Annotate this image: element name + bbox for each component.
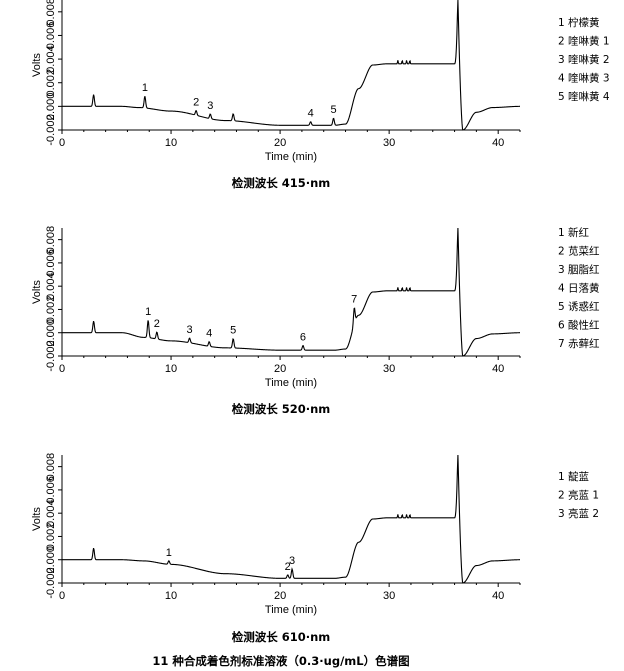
chart3-peak-label-2: 2	[285, 561, 291, 573]
chart2-peak-label-1: 1	[145, 306, 151, 318]
chart3-x-axis-label: Time (min)	[265, 604, 317, 616]
chart3-x-tick-label: 40	[492, 590, 504, 602]
chart1-x-axis-label: Time (min)	[265, 151, 317, 163]
chart2-x-tick-label: 30	[383, 363, 395, 375]
chart1-legend-item-4: 4 喹啉黄 3	[558, 72, 610, 85]
chart1-y-tick-label: -0.002	[45, 114, 57, 145]
chart2-peak-label-3: 3	[187, 324, 193, 336]
chart1-legend-item-3: 3 喹啉黄 2	[558, 53, 610, 66]
chart1-title: 检测波长 415·nm	[232, 176, 331, 190]
chart2-legend-item-6: 6 酸性红	[558, 319, 600, 332]
chart2-x-axis-label: Time (min)	[265, 377, 317, 389]
chart2-x-tick-label: 40	[492, 363, 504, 375]
chart2-y-tick-label: 0.000	[45, 319, 57, 347]
chart2-y-tick-label: 0.008	[45, 226, 57, 254]
chart1-x-tick-label: 10	[165, 137, 177, 149]
chart2-x-tick-label: 0	[59, 363, 65, 375]
chart1-trace-line	[62, 0, 520, 131]
chart2-legend-item-4: 4 日落黄	[558, 282, 600, 295]
chart2-legend-item-2: 2 苋菜红	[558, 245, 600, 258]
chart3-y-tick-label: 0.004	[45, 499, 57, 527]
chart2-legend-item-3: 3 胭脂红	[558, 263, 600, 276]
chart3-x-tick-label: 10	[165, 590, 177, 602]
chart3-y-tick-label: 0.002	[45, 523, 57, 551]
chart2-x-tick-label: 10	[165, 363, 177, 375]
chart1-legend-item-2: 2 喹啉黄 1	[558, 35, 610, 48]
chart2-title: 检测波长 520·nm	[232, 402, 331, 416]
chart2-peak-label-4: 4	[206, 328, 212, 340]
chart2-y-tick-label: 0.004	[45, 272, 57, 300]
chart1-x-tick-label: 0	[59, 137, 65, 149]
chart3-x-tick-label: 20	[274, 590, 286, 602]
chart3-y-axis-label: Volts	[31, 507, 43, 531]
chart1-peak-label-2: 2	[193, 97, 199, 109]
chart2-peak-label-6: 6	[300, 332, 306, 344]
chart1-legend-item-5: 5 喹啉黄 4	[558, 90, 610, 103]
chart2-peak-label-2: 2	[154, 318, 160, 330]
chart3-trace-line	[62, 454, 520, 584]
chart2-y-tick-label: 0.002	[45, 296, 57, 324]
chart3-peak-label-1: 1	[166, 547, 172, 559]
chart3-legend-item-3: 3 亮蓝 2	[558, 507, 599, 520]
chart1-peak-label-1: 1	[142, 82, 148, 94]
figure-caption: 11 种合成着色剂标准溶液（0.3·ug/mL）色谱图	[152, 654, 409, 668]
chart2-x-tick-label: 20	[274, 363, 286, 375]
chart3-legend-item-2: 2 亮蓝 1	[558, 489, 599, 502]
chart2-y-tick-label: -0.002	[45, 340, 57, 371]
chart1-y-tick-label: 0.004	[45, 45, 57, 73]
chart1-peak-label-5: 5	[330, 104, 336, 116]
chart3-x-tick-label: 0	[59, 590, 65, 602]
chart3-title: 检测波长 610·nm	[232, 630, 331, 644]
chart1-y-tick-label: 0.000	[45, 93, 57, 121]
chart1-peak-label-3: 3	[207, 100, 213, 112]
chart3-peak-label-3: 3	[289, 555, 295, 567]
chart1-y-axis-label: Volts	[31, 53, 43, 77]
chart1-y-tick-label: 0.002	[45, 69, 57, 97]
chart1-x-tick-label: 20	[274, 137, 286, 149]
chart1-peak-label-4: 4	[308, 108, 314, 120]
chart1-legend-item-1: 1 柠檬黄	[558, 16, 600, 29]
chart1-y-tick-label: 0.006	[45, 22, 57, 50]
chart2-legend-item-7: 7 赤藓红	[558, 337, 600, 350]
chart2-y-axis-label: Volts	[31, 280, 43, 304]
chart3-y-tick-label: 0.006	[45, 476, 57, 504]
chart2-trace-line	[62, 227, 520, 357]
chart3-y-tick-label: 0.008	[45, 453, 57, 481]
chart2-peak-label-5: 5	[230, 325, 236, 337]
chart2-legend-item-1: 1 新红	[558, 226, 590, 239]
chart2-y-tick-label: 0.006	[45, 249, 57, 277]
chart3-x-tick-label: 30	[383, 590, 395, 602]
chart2-peak-label-7: 7	[351, 294, 357, 306]
chart3-legend-item-1: 1 靛蓝	[558, 470, 590, 483]
chart1-x-tick-label: 40	[492, 137, 504, 149]
chart3-y-tick-label: 0.000	[45, 546, 57, 574]
chart2-legend-item-5: 5 诱惑红	[558, 300, 600, 313]
chart3-y-tick-label: -0.002	[45, 567, 57, 598]
chart1-x-tick-label: 30	[383, 137, 395, 149]
chart1-y-tick-label: 0.008	[45, 0, 57, 26]
